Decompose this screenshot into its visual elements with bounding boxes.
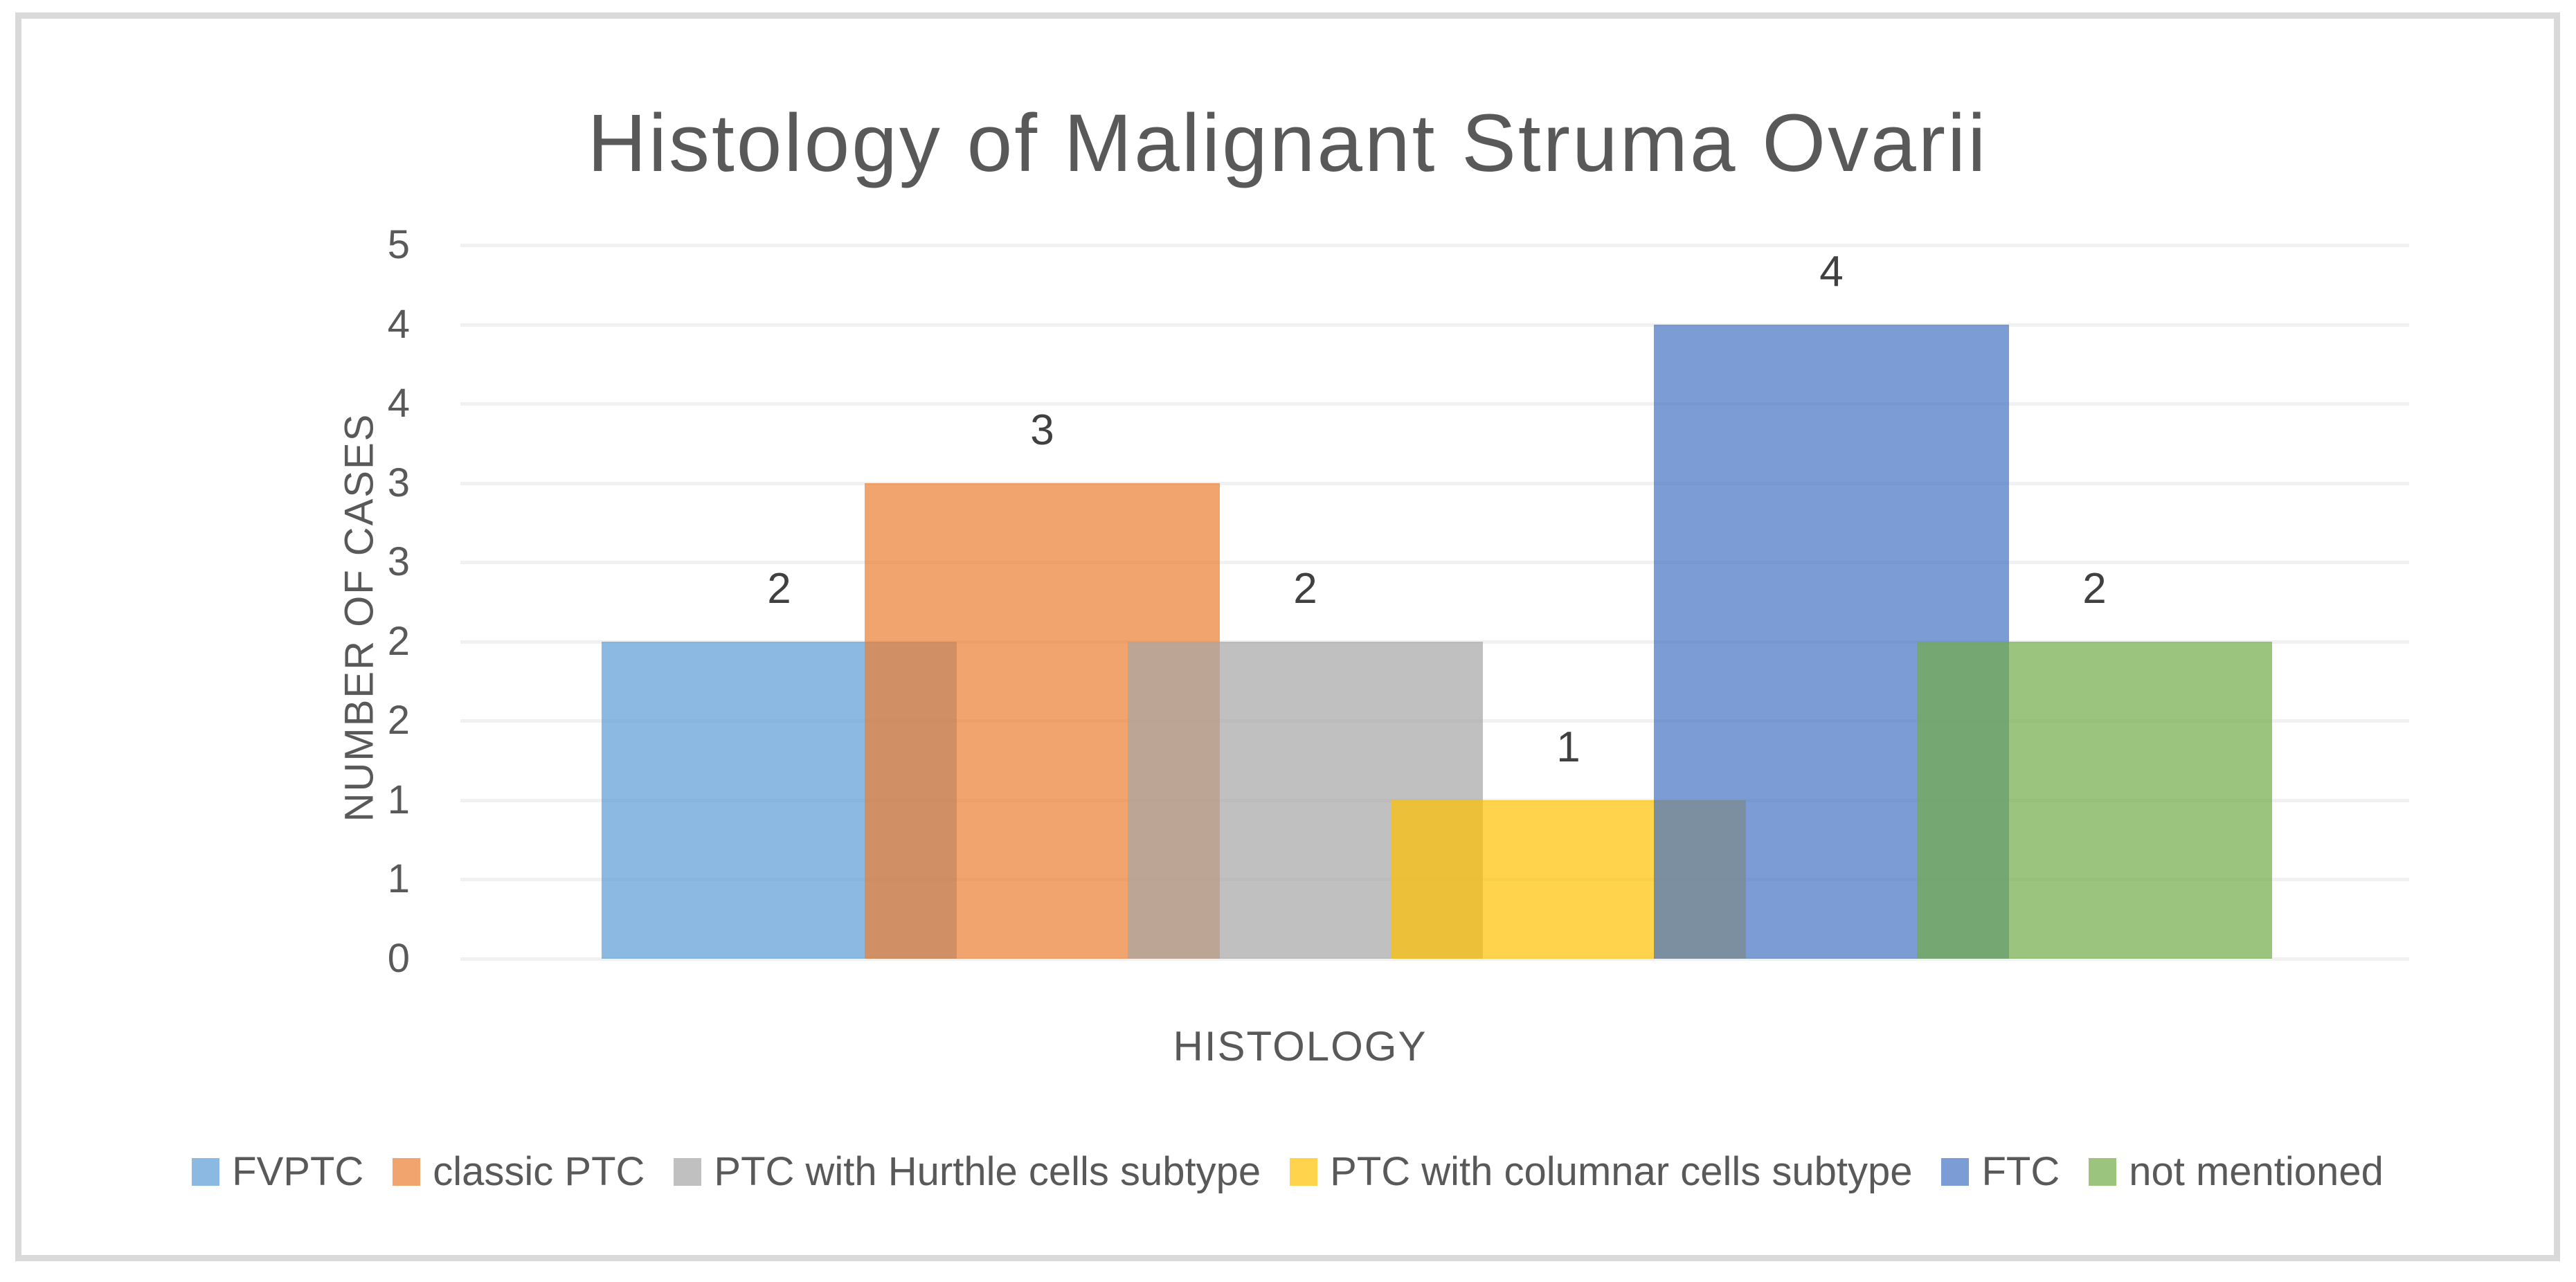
bar-data-label-classic-ptc: 3: [1030, 406, 1054, 454]
y-axis-tick-label: 1: [387, 856, 410, 901]
legend-item-classic-ptc: classic PTC: [393, 1152, 645, 1192]
bar-data-label-ftc: 4: [1819, 248, 1844, 296]
gridline: [460, 482, 2409, 485]
legend-label-ptc-with-columnar-cells-subtype: PTC with columnar cells subtype: [1330, 1149, 1913, 1194]
legend-item-ptc-with-hurthle-cells-subtype: PTC with Hurthle cells subtype: [674, 1152, 1261, 1192]
y-axis-tick-label: 5: [387, 222, 410, 267]
legend-swatch-classic-ptc: [393, 1158, 421, 1186]
x-axis-title: HISTOLOGY: [1173, 1023, 1427, 1069]
legend-label-not-mentioned: not mentioned: [2129, 1149, 2384, 1194]
legend-label-fvptc: FVPTC: [232, 1149, 364, 1194]
bar-data-label-not-mentioned: 2: [2082, 565, 2107, 613]
y-axis-tick-label: 2: [387, 619, 410, 664]
legend-swatch-ptc-with-hurthle-cells-subtype: [674, 1158, 702, 1186]
legend: FVPTC classic PTC PTC with Hurthle cells s…: [42, 1139, 2533, 1205]
legend-swatch-fvptc: [192, 1158, 220, 1186]
y-axis-tick-label: 3: [387, 539, 410, 584]
gridline: [460, 561, 2409, 564]
y-axis-tick-label: 1: [387, 777, 410, 822]
y-axis-tick-label: 4: [387, 302, 410, 347]
y-axis-tick-label: 2: [387, 698, 410, 743]
gridline: [460, 244, 2409, 247]
chart-frame: Histology of Malignant Struma Ovarii NUM…: [15, 12, 2560, 1261]
bar-data-label-ptc-with-columnar-cells-subtype: 1: [1556, 723, 1580, 771]
y-axis-tick-label: 4: [387, 381, 410, 426]
legend-label-classic-ptc: classic PTC: [433, 1149, 645, 1194]
bar-not-mentioned: [1917, 642, 2272, 959]
chart-title: Histology of Malignant Struma Ovarii: [587, 98, 1988, 189]
legend-swatch-ftc: [1941, 1158, 1970, 1186]
gridline: [460, 402, 2409, 406]
bar-data-label-ptc-with-hurthle-cells-subtype: 2: [1293, 565, 1317, 613]
y-axis-tick-label: 3: [387, 460, 410, 505]
legend-swatch-ptc-with-columnar-cells-subtype: [1290, 1158, 1318, 1186]
gridline: [460, 957, 2409, 961]
legend-item-not-mentioned: not mentioned: [2089, 1152, 2384, 1192]
legend-label-ptc-with-hurthle-cells-subtype: PTC with Hurthle cells subtype: [714, 1149, 1261, 1194]
legend-item-ptc-with-columnar-cells-subtype: PTC with columnar cells subtype: [1290, 1152, 1912, 1192]
legend-label-ftc: FTC: [1981, 1149, 2060, 1194]
legend-item-fvptc: FVPTC: [192, 1152, 363, 1192]
gridline: [460, 323, 2409, 327]
y-axis-tick-label: 0: [387, 936, 410, 981]
legend-swatch-not-mentioned: [2089, 1158, 2117, 1186]
legend-item-ftc: FTC: [1941, 1152, 2060, 1192]
bar-data-label-fvptc: 2: [767, 565, 791, 613]
